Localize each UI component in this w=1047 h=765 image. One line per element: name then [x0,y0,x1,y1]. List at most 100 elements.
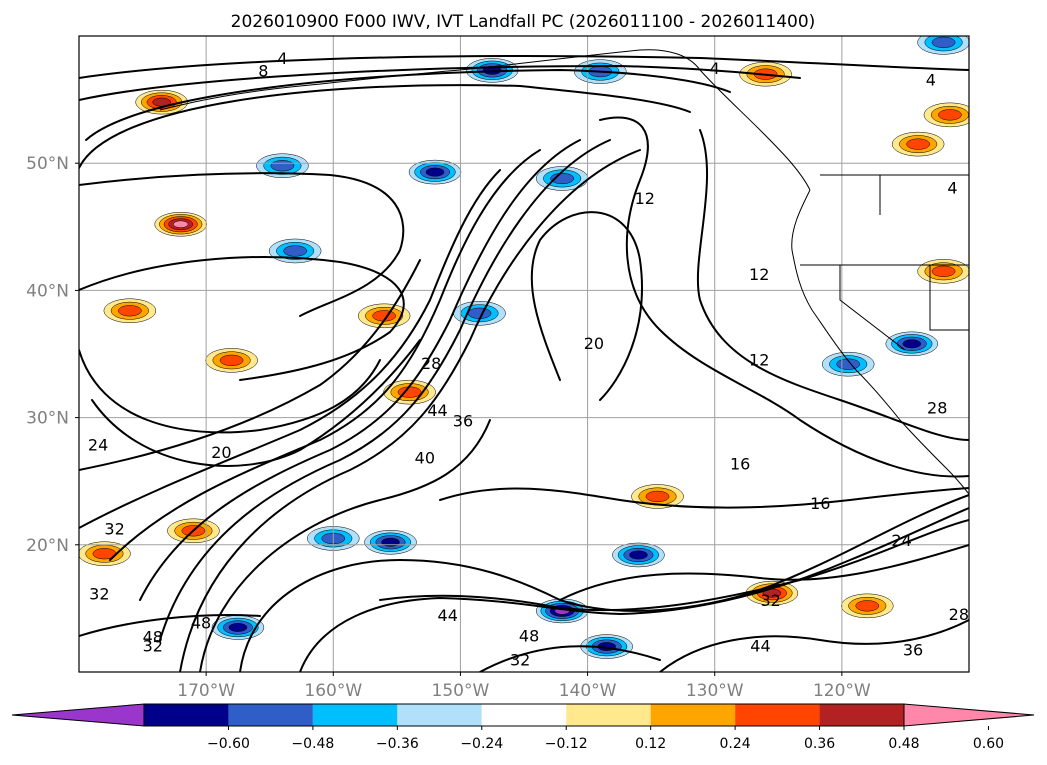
contour-label: 28 [421,354,441,373]
contour-line [559,544,969,601]
colorbar-segment [144,704,229,726]
contour-label: 48 [191,614,211,633]
contour-label: 36 [453,411,473,430]
anomaly-patch [283,245,307,257]
anomaly-patch [118,305,142,317]
contour-label: 32 [510,651,530,670]
contour-label: 16 [730,455,750,474]
contour-label: 24 [88,436,108,455]
contour-label: 4 [710,59,720,78]
contour-label: 4 [277,49,287,68]
anomaly-patch [228,623,248,632]
contour-label: 44 [750,637,770,656]
x-tick-label: 140°W [559,681,617,701]
colorbar-tick-label: −0.36 [376,736,419,752]
contour-label: 32 [143,637,163,656]
x-axis-ticks: 170°W 160°W 150°W 140°W 130°W 120°W [177,672,871,701]
colorbar-segment [819,704,904,726]
anomaly-patch [938,109,962,121]
colorbar: −0.60 −0.48 −0.36 −0.24 −0.12 0.12 0.24 0.36 0.4… [11,703,1035,752]
coastline-alaska [159,49,811,191]
contour-line [79,65,801,101]
contour-label: 36 [903,640,923,659]
colorbar-tick-label: 0.60 [973,736,1004,752]
y-tick-label: 50°N [26,154,69,174]
contour-line [91,339,421,467]
contour-label: 4 [947,179,957,198]
contour-line [599,116,969,478]
contour-line [79,349,381,434]
contour-line [659,619,969,672]
contour-label: 12 [749,350,769,369]
contour-label: 12 [749,265,769,284]
contour-label: 48 [143,628,163,647]
contour-label: 44 [438,606,458,625]
x-tick-label: 150°W [432,681,490,701]
anomaly-patch [931,36,956,48]
contour-line [139,139,581,601]
contour-line [79,55,969,79]
y-tick-label: 40°N [26,281,69,301]
x-tick-label: 160°W [304,681,362,701]
colorbar-extend-low [11,703,145,727]
colorbar-tick-label: −0.12 [545,736,588,752]
y-axis-ticks: 50°N 40°N 30°N 20°N [26,154,79,556]
map-frame [78,35,970,673]
colorbar-segment [481,704,567,726]
contour-line [159,139,611,641]
y-tick-label: 20°N [26,536,69,556]
contour-line [109,149,541,561]
gridlines [79,36,969,672]
contour-label: 28 [927,399,947,418]
contour-label: 8 [258,62,268,81]
colorbar-segment [312,704,398,726]
contour-line [530,211,643,401]
colorbar-tick-label: −0.48 [291,736,334,752]
colorbar-tick-label: 0.12 [635,736,666,752]
contour-line [479,645,661,672]
colorbar-segment [650,704,736,726]
anomaly-patch [645,490,670,503]
coastline-north-america [791,189,969,495]
x-tick-label: 120°W [813,681,871,701]
contour-label: 12 [635,189,655,208]
contour-label: 40 [415,448,435,467]
colorbar-segment [228,704,313,726]
contour-line [79,84,691,169]
contour-line [379,519,969,612]
anomaly-patch [219,354,244,366]
contour-label: 48 [519,626,539,645]
colorbar-tick-label: −0.24 [460,736,503,752]
coastlines [159,49,969,495]
contour-line [79,169,501,529]
chart-title: 2026010900 F000 IWV, IVT Landfall PC (20… [231,12,816,32]
colorbar-tick-label: 0.24 [720,736,751,752]
x-tick-label: 130°W [686,681,744,701]
colorbar-frame [143,703,905,727]
colorbar-extend-high [903,703,1035,727]
anomaly-patch [902,339,922,349]
anomaly-patch [173,220,189,228]
y-tick-label: 30°N [26,409,69,429]
contour-line [85,69,731,141]
contour-line [79,256,405,381]
coastline-inland [800,174,969,351]
contour-label: 20 [584,334,604,353]
anomaly-patch [855,600,880,612]
colorbar-tick-label: 0.48 [888,736,919,752]
x-tick-label: 170°W [177,681,235,701]
colorbar-tick-label: −0.60 [207,736,250,752]
contour-label: 28 [949,605,969,624]
contour-line [199,419,491,672]
colorbar-segment [735,704,820,726]
contour-line [696,129,969,441]
contour-label: 20 [211,443,231,462]
anomaly-patch [629,550,648,560]
contour-line [79,172,405,317]
contour-line [79,259,421,471]
contour-line [299,507,969,672]
colorbar-tick-label: 0.36 [804,736,835,752]
